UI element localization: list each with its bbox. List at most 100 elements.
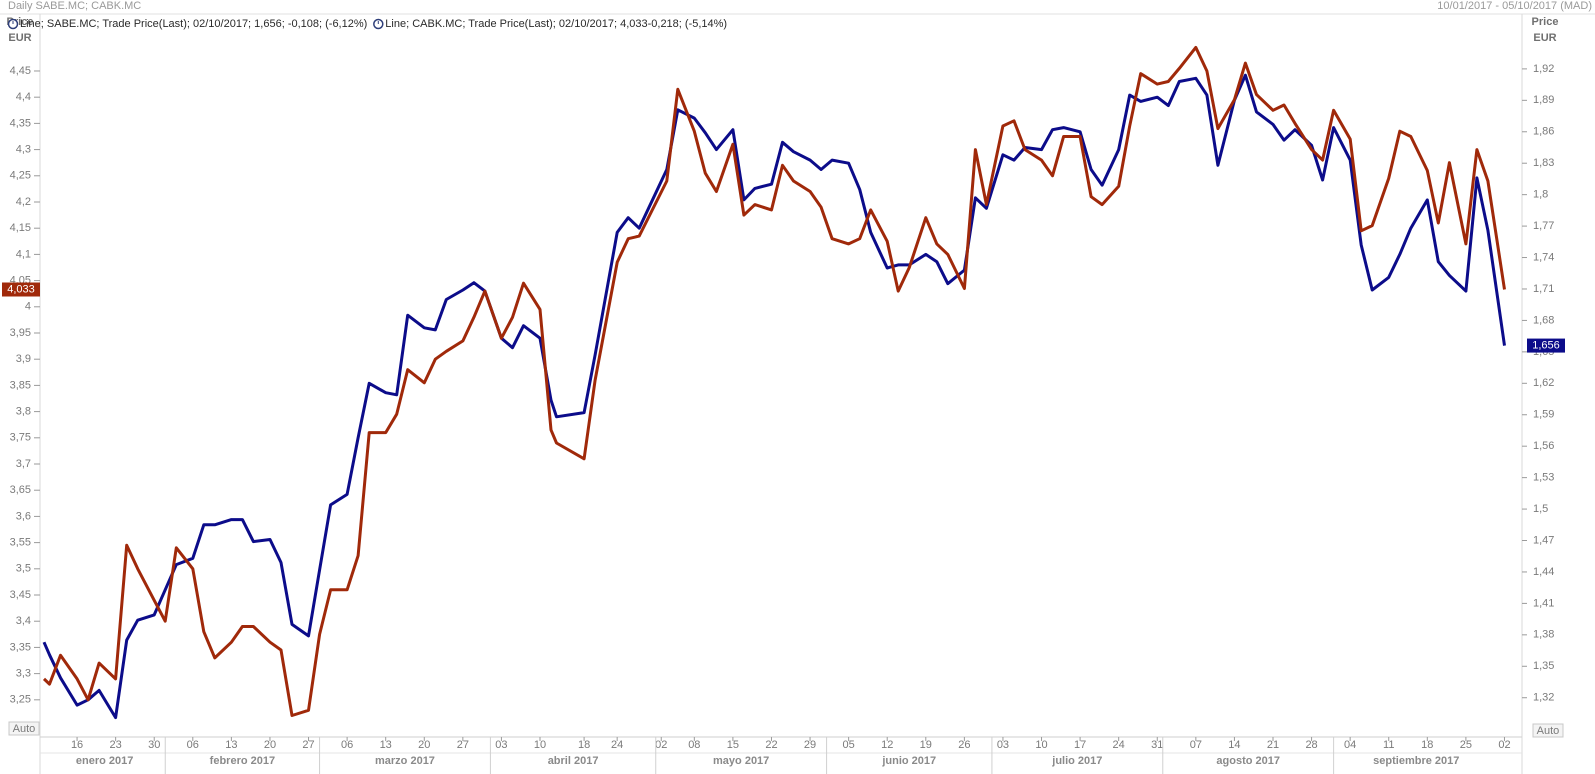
x-tick-label: 06 (187, 739, 199, 751)
x-tick-label: 10 (1035, 739, 1047, 751)
auto-button[interactable] (8, 721, 40, 736)
x-tick-label: 31 (1151, 739, 1163, 751)
y2-tick-label: 1,35 (1533, 660, 1554, 672)
x-tick-label: 19 (920, 739, 932, 751)
x-tick-label: 13 (225, 739, 237, 751)
x-tick-label: 04 (1344, 739, 1356, 751)
month-label: enero 2017 (76, 755, 133, 767)
month-label: septiembre 2017 (1373, 755, 1459, 767)
last-value-badge (2, 282, 40, 297)
y2-tick-label: 1,89 (1533, 94, 1554, 106)
y-tick-label: 4 (25, 301, 31, 313)
y-tick-label: 4,35 (10, 117, 31, 129)
x-tick-label: 10 (534, 739, 546, 751)
x-tick-label: 07 (1190, 739, 1202, 751)
x-tick-label: 05 (843, 739, 855, 751)
date-range: 10/01/2017 - 05/10/2017 (MAD) (1437, 0, 1592, 12)
month-label: marzo 2017 (375, 755, 435, 767)
y2-tick-label: 1,5 (1533, 503, 1548, 515)
y2-tick-label: 1,83 (1533, 157, 1554, 169)
y-tick-label: 4,1 (16, 248, 31, 260)
legend-label: Line; SABE.MC; Trade Price(Last); 02/10/… (20, 18, 367, 30)
y2-tick-label: 1,86 (1533, 126, 1554, 138)
month-label: junio 2017 (881, 755, 936, 767)
y2-tick-label: 1,62 (1533, 377, 1554, 389)
x-tick-label: 24 (1113, 739, 1125, 751)
last-value-badge (1527, 338, 1565, 353)
x-tick-label: 12 (881, 739, 893, 751)
auto-label[interactable]: Auto (13, 723, 36, 735)
y2-axis-title: Price (1532, 16, 1559, 28)
y2-tick-label: 1,47 (1533, 534, 1554, 546)
y-tick-label: 4,25 (10, 170, 31, 182)
last-value-label: 1,656 (1532, 339, 1560, 351)
y-tick-label: 3,5 (16, 563, 31, 575)
y2-tick-label: 1,38 (1533, 629, 1554, 641)
last-value-label: 4,033 (7, 283, 35, 295)
x-tick-label: 30 (148, 739, 160, 751)
y2-tick-label: 1,53 (1533, 472, 1554, 484)
x-tick-label: 13 (380, 739, 392, 751)
x-tick-label: 14 (1228, 739, 1240, 751)
x-tick-label: 23 (110, 739, 122, 751)
y-tick-label: 4,45 (10, 65, 31, 77)
x-tick-label: 27 (457, 739, 469, 751)
y-tick-label: 3,8 (16, 406, 31, 418)
auto-label[interactable]: Auto (1537, 725, 1560, 737)
y-tick-label: 3,25 (10, 694, 31, 706)
y2-tick-label: 1,92 (1533, 63, 1554, 75)
y-tick-label: 3,75 (10, 432, 31, 444)
y-tick-label: 3,6 (16, 510, 31, 522)
x-tick-label: 18 (578, 739, 590, 751)
x-tick-label: 11 (1383, 739, 1394, 751)
y-tick-label: 3,65 (10, 484, 31, 496)
series-line (42, 45, 1506, 717)
month-label: febrero 2017 (210, 755, 275, 767)
y-tick-label: 3,7 (16, 458, 31, 470)
y-tick-label: 4,2 (16, 196, 31, 208)
y2-axis-unit: EUR (1533, 32, 1556, 44)
x-tick-label: 06 (341, 739, 353, 751)
y-tick-label: 3,9 (16, 353, 31, 365)
y2-tick-label: 1,77 (1533, 220, 1554, 232)
y-tick-label: 4,15 (10, 222, 31, 234)
x-tick-label: 27 (302, 739, 314, 751)
month-label: abril 2017 (548, 755, 599, 767)
y-tick-label: 3,3 (16, 668, 31, 680)
x-tick-label: 03 (997, 739, 1009, 751)
y2-tick-label: 1,56 (1533, 440, 1554, 452)
y-tick-label: 3,4 (16, 615, 31, 627)
y-tick-label: 3,85 (10, 379, 31, 391)
y-tick-label: 3,55 (10, 537, 31, 549)
auto-button[interactable] (1532, 723, 1564, 738)
y2-tick-label: 1,59 (1533, 409, 1554, 421)
legend-label: Line; CABK.MC; Trade Price(Last); 02/10/… (385, 18, 727, 30)
x-tick-label: 25 (1460, 739, 1472, 751)
month-label: agosto 2017 (1216, 755, 1280, 767)
series-line (42, 73, 1506, 720)
y2-tick-label: 1,41 (1533, 597, 1554, 609)
y2-tick-label: 1,71 (1533, 283, 1554, 295)
x-tick-label: 26 (958, 739, 970, 751)
x-tick-label: 15 (727, 739, 739, 751)
x-tick-label: 18 (1421, 739, 1433, 751)
x-tick-label: 16 (71, 739, 83, 751)
x-tick-label: 20 (418, 739, 430, 751)
chart-title: Daily SABE.MC; CABK.MC (8, 0, 141, 12)
x-tick-label: 24 (611, 739, 623, 751)
x-tick-label: 28 (1305, 739, 1317, 751)
y-tick-label: 3,45 (10, 589, 31, 601)
y2-tick-label: 1,32 (1533, 692, 1554, 704)
y2-tick-label: 1,8 (1533, 189, 1548, 201)
month-label: mayo 2017 (713, 755, 769, 767)
plot-area (42, 45, 1506, 720)
y-tick-label: 4,4 (16, 91, 31, 103)
y2-tick-label: 1,74 (1533, 251, 1554, 263)
y-tick-label: 4,3 (16, 143, 31, 155)
x-tick-label: 21 (1267, 739, 1279, 751)
x-tick-label: 29 (804, 739, 816, 751)
x-tick-label: 20 (264, 739, 276, 751)
x-tick-label: 02 (655, 739, 667, 751)
